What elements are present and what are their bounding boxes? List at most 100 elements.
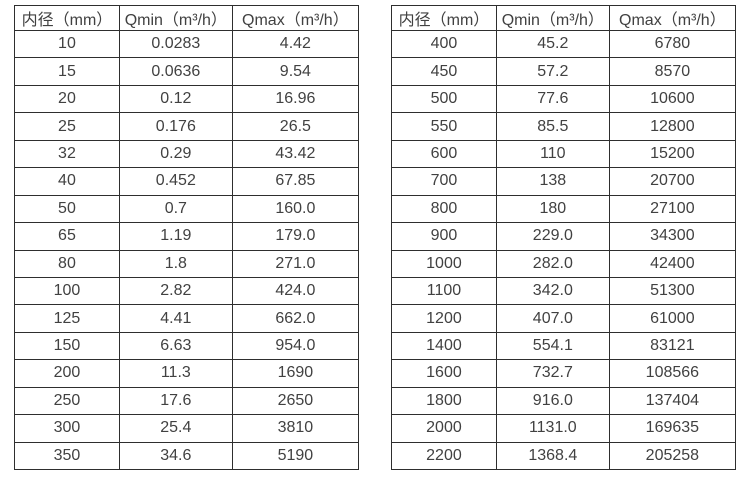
qmin-cell: 0.29 (118, 139, 233, 169)
qmin-cell: 1.19 (118, 222, 233, 251)
qmax-cell: 205258 (608, 441, 737, 471)
diameter-cell: 500 (391, 84, 497, 114)
table-row: 600 110 15200 (391, 139, 737, 169)
qmax-cell: 10600 (608, 84, 737, 114)
qmax-cell: 34300 (608, 222, 737, 251)
table-row: 200 11.3 1690 (14, 359, 360, 388)
qmin-cell: 282.0 (495, 249, 610, 278)
qmax-cell: 1690 (231, 359, 360, 388)
qmax-cell: 169635 (608, 414, 737, 443)
table-row: 80 1.8 271.0 (14, 249, 360, 278)
header-qmax: Qmax（m³/h） (608, 5, 737, 31)
qmax-cell: 9.54 (231, 57, 360, 86)
header-diameter: 内径（mm） (391, 5, 497, 31)
qmin-cell: 0.0283 (118, 29, 233, 59)
table-row: 1400 554.1 83121 (391, 331, 737, 361)
table-row: 700 138 20700 (391, 167, 737, 196)
diameter-cell: 350 (14, 441, 120, 471)
qmax-cell: 4.42 (231, 29, 360, 59)
qmax-cell: 2650 (231, 386, 360, 416)
header-diameter: 内径（mm） (14, 5, 120, 31)
qmin-cell: 180 (495, 194, 610, 224)
qmax-cell: 16.96 (231, 84, 360, 114)
table-row: 900 229.0 34300 (391, 222, 737, 251)
diameter-cell: 1000 (391, 249, 497, 278)
header-row: 内径（mm） Qmin（m³/h） Qmax（m³/h） (391, 5, 737, 31)
qmax-cell: 51300 (608, 276, 737, 306)
qmin-cell: 916.0 (495, 386, 610, 416)
diameter-cell: 125 (14, 304, 120, 333)
qmax-cell: 26.5 (231, 112, 360, 141)
diameter-cell: 80 (14, 249, 120, 278)
table-row: 32 0.29 43.42 (14, 139, 360, 169)
diameter-cell: 10 (14, 29, 120, 59)
diameter-cell: 50 (14, 194, 120, 224)
qmax-cell: 3810 (231, 414, 360, 443)
table-row: 1100 342.0 51300 (391, 276, 737, 306)
qmax-cell: 8570 (608, 57, 737, 86)
qmax-cell: 27100 (608, 194, 737, 224)
qmax-cell: 424.0 (231, 276, 360, 306)
qmax-cell: 67.85 (231, 167, 360, 196)
diameter-cell: 800 (391, 194, 497, 224)
diameter-cell: 450 (391, 57, 497, 86)
table-row: 100 2.82 424.0 (14, 276, 360, 306)
qmin-cell: 554.1 (495, 331, 610, 361)
qmax-cell: 271.0 (231, 249, 360, 278)
diameter-cell: 600 (391, 139, 497, 169)
diameter-cell: 2000 (391, 414, 497, 443)
diameter-cell: 700 (391, 167, 497, 196)
qmin-cell: 6.63 (118, 331, 233, 361)
qmin-cell: 85.5 (495, 112, 610, 141)
table-row: 65 1.19 179.0 (14, 222, 360, 251)
diameter-cell: 1600 (391, 359, 497, 388)
header-qmin: Qmin（m³/h） (118, 5, 233, 31)
qmin-cell: 25.4 (118, 414, 233, 443)
table-row: 40 0.452 67.85 (14, 167, 360, 196)
qmax-cell: 61000 (608, 304, 737, 333)
qmax-cell: 20700 (608, 167, 737, 196)
qmax-cell: 15200 (608, 139, 737, 169)
diameter-cell: 100 (14, 276, 120, 306)
table-row: 10 0.0283 4.42 (14, 29, 360, 59)
table-row: 400 45.2 6780 (391, 29, 737, 59)
qmin-cell: 45.2 (495, 29, 610, 59)
diameter-cell: 1800 (391, 386, 497, 416)
qmax-cell: 43.42 (231, 139, 360, 169)
qmin-cell: 0.7 (118, 194, 233, 224)
table-row: 500 77.6 10600 (391, 84, 737, 114)
qmin-cell: 0.176 (118, 112, 233, 141)
table-row: 450 57.2 8570 (391, 57, 737, 86)
qmin-cell: 57.2 (495, 57, 610, 86)
flow-table-large-diameters: 内径（mm） Qmin（m³/h） Qmax（m³/h） 400 45.2 6780… (391, 5, 737, 471)
diameter-cell: 1100 (391, 276, 497, 306)
table-row: 2000 1131.0 169635 (391, 414, 737, 443)
qmax-cell: 83121 (608, 331, 737, 361)
diameter-cell: 400 (391, 29, 497, 59)
diameter-cell: 550 (391, 112, 497, 141)
qmin-cell: 407.0 (495, 304, 610, 333)
table-row: 350 34.6 5190 (14, 441, 360, 471)
qmin-cell: 1131.0 (495, 414, 610, 443)
diameter-cell: 32 (14, 139, 120, 169)
header-qmin: Qmin（m³/h） (495, 5, 610, 31)
table-row: 1200 407.0 61000 (391, 304, 737, 333)
qmax-cell: 179.0 (231, 222, 360, 251)
qmin-cell: 110 (495, 139, 610, 169)
qmin-cell: 342.0 (495, 276, 610, 306)
table-row: 1600 732.7 108566 (391, 359, 737, 388)
qmin-cell: 138 (495, 167, 610, 196)
qmin-cell: 0.12 (118, 84, 233, 114)
table-body: 400 45.2 6780 450 57.2 8570 500 77.6 10600 550 85.… (391, 29, 737, 471)
table-row: 125 4.41 662.0 (14, 304, 360, 333)
diameter-cell: 15 (14, 57, 120, 86)
diameter-cell: 300 (14, 414, 120, 443)
diameter-cell: 25 (14, 112, 120, 141)
header-row: 内径（mm） Qmin（m³/h） Qmax（m³/h） (14, 5, 360, 31)
qmin-cell: 0.452 (118, 167, 233, 196)
header-qmax: Qmax（m³/h） (231, 5, 360, 31)
flow-table-small-diameters: 内径（mm） Qmin（m³/h） Qmax（m³/h） 10 0.0283 4.4… (14, 5, 360, 471)
table-row: 50 0.7 160.0 (14, 194, 360, 224)
table-row: 300 25.4 3810 (14, 414, 360, 443)
